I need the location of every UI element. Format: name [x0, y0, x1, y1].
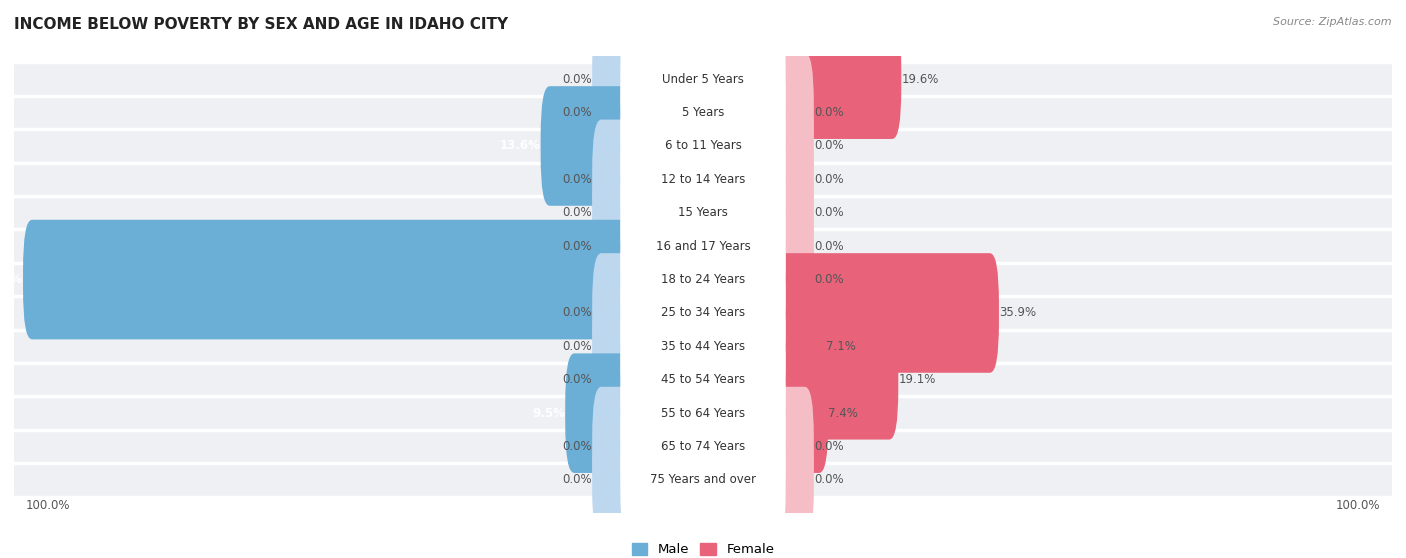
- Text: Source: ZipAtlas.com: Source: ZipAtlas.com: [1274, 17, 1392, 27]
- Text: 0.0%: 0.0%: [562, 473, 592, 487]
- FancyBboxPatch shape: [766, 320, 898, 440]
- Text: 16 and 17 Years: 16 and 17 Years: [655, 240, 751, 253]
- Text: 0.0%: 0.0%: [562, 106, 592, 119]
- FancyBboxPatch shape: [14, 263, 1392, 296]
- FancyBboxPatch shape: [14, 196, 1392, 229]
- Text: 7.1%: 7.1%: [827, 340, 856, 353]
- FancyBboxPatch shape: [620, 343, 786, 483]
- FancyBboxPatch shape: [620, 176, 786, 316]
- Text: 0.0%: 0.0%: [814, 273, 844, 286]
- Text: 19.1%: 19.1%: [898, 373, 935, 386]
- FancyBboxPatch shape: [22, 220, 640, 339]
- FancyBboxPatch shape: [766, 220, 814, 339]
- Text: Under 5 Years: Under 5 Years: [662, 73, 744, 86]
- Text: 100.0%: 100.0%: [0, 273, 22, 286]
- FancyBboxPatch shape: [592, 20, 640, 139]
- FancyBboxPatch shape: [14, 463, 1392, 497]
- FancyBboxPatch shape: [766, 119, 814, 239]
- Text: 25 to 34 Years: 25 to 34 Years: [661, 306, 745, 320]
- FancyBboxPatch shape: [592, 153, 640, 272]
- FancyBboxPatch shape: [620, 9, 786, 149]
- FancyBboxPatch shape: [620, 43, 786, 182]
- Text: 0.0%: 0.0%: [562, 440, 592, 453]
- FancyBboxPatch shape: [620, 109, 786, 249]
- FancyBboxPatch shape: [14, 229, 1392, 263]
- FancyBboxPatch shape: [592, 287, 640, 406]
- FancyBboxPatch shape: [766, 20, 901, 139]
- FancyBboxPatch shape: [766, 86, 814, 206]
- FancyBboxPatch shape: [620, 410, 786, 550]
- Text: 18 to 24 Years: 18 to 24 Years: [661, 273, 745, 286]
- Text: 100.0%: 100.0%: [1336, 498, 1379, 512]
- FancyBboxPatch shape: [620, 210, 786, 349]
- FancyBboxPatch shape: [14, 96, 1392, 129]
- Text: 0.0%: 0.0%: [562, 73, 592, 86]
- Text: 35 to 44 Years: 35 to 44 Years: [661, 340, 745, 353]
- FancyBboxPatch shape: [14, 163, 1392, 196]
- FancyBboxPatch shape: [592, 320, 640, 440]
- Text: 0.0%: 0.0%: [814, 173, 844, 186]
- FancyBboxPatch shape: [620, 277, 786, 416]
- Text: 0.0%: 0.0%: [814, 206, 844, 219]
- FancyBboxPatch shape: [592, 253, 640, 373]
- FancyBboxPatch shape: [592, 119, 640, 239]
- FancyBboxPatch shape: [620, 310, 786, 450]
- Legend: Male, Female: Male, Female: [626, 538, 780, 558]
- FancyBboxPatch shape: [766, 186, 814, 306]
- Text: 0.0%: 0.0%: [562, 373, 592, 386]
- FancyBboxPatch shape: [541, 86, 640, 206]
- Text: 0.0%: 0.0%: [814, 440, 844, 453]
- FancyBboxPatch shape: [766, 420, 814, 540]
- Text: 6 to 11 Years: 6 to 11 Years: [665, 140, 741, 152]
- FancyBboxPatch shape: [14, 397, 1392, 430]
- Text: 15 Years: 15 Years: [678, 206, 728, 219]
- FancyBboxPatch shape: [766, 387, 814, 506]
- FancyBboxPatch shape: [14, 330, 1392, 363]
- Text: 0.0%: 0.0%: [814, 473, 844, 487]
- Text: 13.6%: 13.6%: [499, 140, 541, 152]
- FancyBboxPatch shape: [766, 253, 998, 373]
- Text: 5 Years: 5 Years: [682, 106, 724, 119]
- Text: 0.0%: 0.0%: [814, 106, 844, 119]
- Text: 0.0%: 0.0%: [562, 173, 592, 186]
- FancyBboxPatch shape: [766, 287, 827, 406]
- FancyBboxPatch shape: [766, 53, 814, 172]
- Text: 65 to 74 Years: 65 to 74 Years: [661, 440, 745, 453]
- FancyBboxPatch shape: [14, 430, 1392, 463]
- Text: 0.0%: 0.0%: [814, 240, 844, 253]
- Text: 55 to 64 Years: 55 to 64 Years: [661, 407, 745, 420]
- FancyBboxPatch shape: [766, 153, 814, 272]
- FancyBboxPatch shape: [14, 62, 1392, 96]
- Text: 0.0%: 0.0%: [562, 340, 592, 353]
- Text: 0.0%: 0.0%: [814, 140, 844, 152]
- FancyBboxPatch shape: [565, 353, 640, 473]
- FancyBboxPatch shape: [620, 76, 786, 216]
- FancyBboxPatch shape: [620, 143, 786, 282]
- FancyBboxPatch shape: [592, 420, 640, 540]
- FancyBboxPatch shape: [766, 353, 828, 473]
- Text: 35.9%: 35.9%: [998, 306, 1036, 320]
- FancyBboxPatch shape: [592, 53, 640, 172]
- FancyBboxPatch shape: [14, 296, 1392, 330]
- FancyBboxPatch shape: [620, 377, 786, 516]
- Text: INCOME BELOW POVERTY BY SEX AND AGE IN IDAHO CITY: INCOME BELOW POVERTY BY SEX AND AGE IN I…: [14, 17, 508, 32]
- FancyBboxPatch shape: [592, 186, 640, 306]
- Text: 19.6%: 19.6%: [901, 73, 939, 86]
- Text: 100.0%: 100.0%: [27, 498, 70, 512]
- Text: 7.4%: 7.4%: [828, 407, 858, 420]
- FancyBboxPatch shape: [620, 243, 786, 383]
- Text: 0.0%: 0.0%: [562, 206, 592, 219]
- Text: 45 to 54 Years: 45 to 54 Years: [661, 373, 745, 386]
- Text: 75 Years and over: 75 Years and over: [650, 473, 756, 487]
- FancyBboxPatch shape: [14, 129, 1392, 163]
- Text: 0.0%: 0.0%: [562, 240, 592, 253]
- Text: 9.5%: 9.5%: [533, 407, 565, 420]
- Text: 12 to 14 Years: 12 to 14 Years: [661, 173, 745, 186]
- FancyBboxPatch shape: [592, 387, 640, 506]
- Text: 0.0%: 0.0%: [562, 306, 592, 320]
- FancyBboxPatch shape: [14, 363, 1392, 397]
